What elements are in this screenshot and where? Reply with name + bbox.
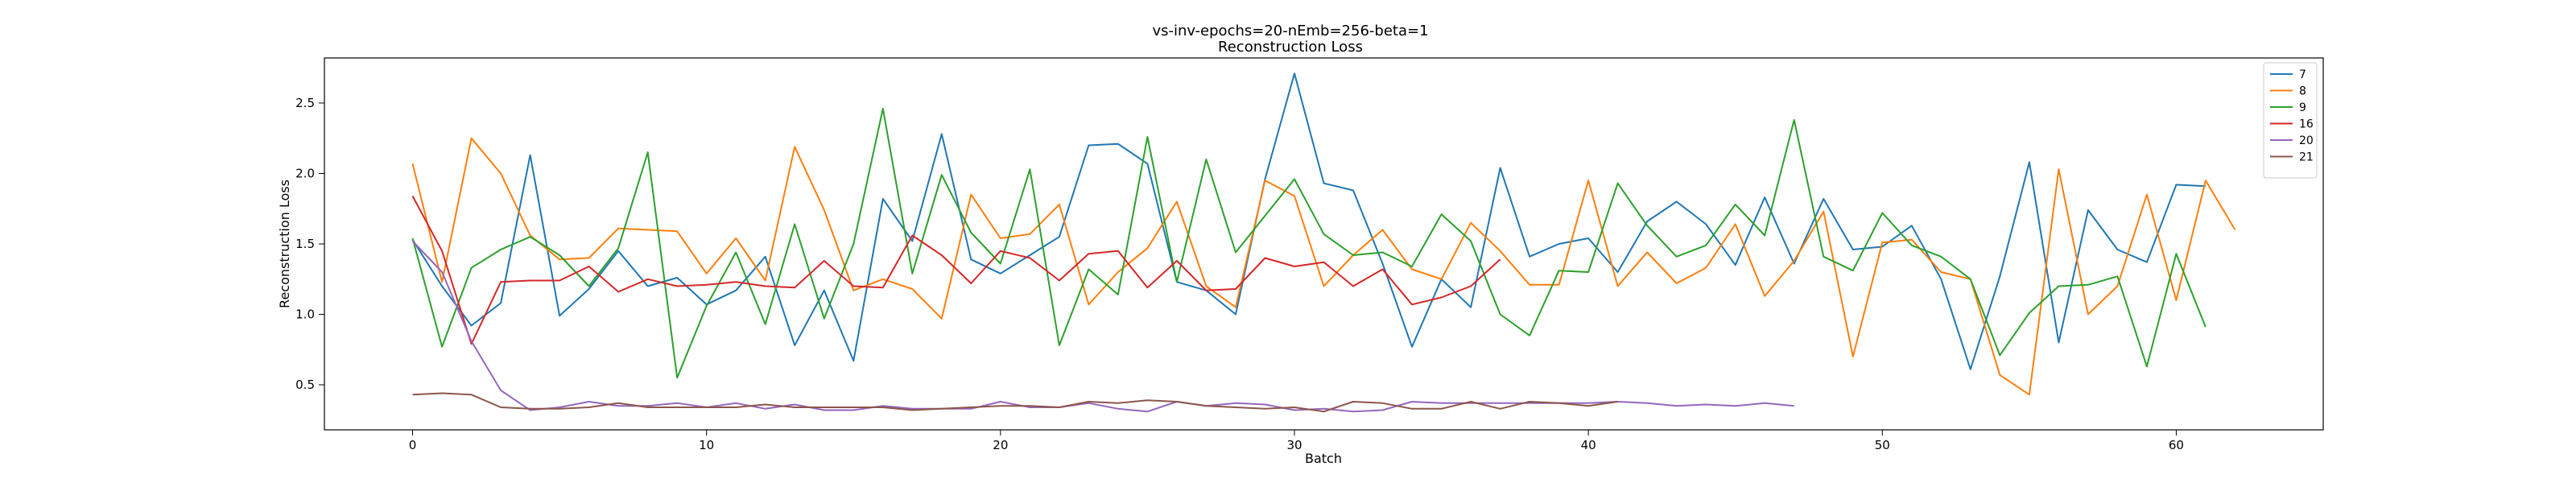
x-tick-label: 10 bbox=[699, 438, 714, 452]
series-line-8 bbox=[411, 137, 2236, 396]
series-line-21 bbox=[412, 392, 1618, 413]
y-tick-label: 2.0 bbox=[295, 167, 315, 181]
legend-label-7: 7 bbox=[2299, 68, 2306, 81]
legend-box bbox=[2263, 62, 2318, 179]
x-tick-label: 60 bbox=[2169, 438, 2184, 452]
y-axis: 0.5 1.0 1.5 2.0 2.5 bbox=[295, 96, 324, 392]
y-tick-label: 1.0 bbox=[295, 307, 315, 322]
series-line-16 bbox=[411, 196, 1501, 345]
series-line-20 bbox=[411, 240, 1794, 413]
series-line-7 bbox=[411, 72, 2206, 370]
x-axis-label: Batch bbox=[1305, 451, 1342, 466]
x-tick-label: 40 bbox=[1581, 438, 1596, 452]
chart-subtitle: Reconstruction Loss bbox=[1218, 39, 1363, 56]
chart-title: vs-inv-epochs=20-nEmb=256-beta=1 bbox=[1152, 23, 1428, 39]
x-tick-label: 30 bbox=[1286, 438, 1302, 452]
y-tick-label: 2.5 bbox=[295, 96, 315, 110]
x-tick-label: 50 bbox=[1875, 438, 1890, 452]
y-tick-label: 0.5 bbox=[295, 378, 315, 392]
y-tick-label: 1.5 bbox=[295, 237, 315, 251]
plot-area bbox=[411, 72, 2236, 413]
legend-label-20: 20 bbox=[2299, 134, 2314, 147]
legend-label-21: 21 bbox=[2299, 151, 2314, 164]
x-axis: 0 10 20 30 40 50 60 bbox=[409, 430, 2184, 452]
legend-label-9: 9 bbox=[2299, 101, 2306, 114]
x-tick-label: 20 bbox=[993, 438, 1008, 452]
series-line-9 bbox=[411, 108, 2207, 379]
legend-label-8: 8 bbox=[2299, 85, 2306, 98]
legend-label-16: 16 bbox=[2299, 118, 2314, 131]
legend: 7 8 9 16 20 21 bbox=[2263, 62, 2318, 179]
plot-frame bbox=[324, 57, 2324, 431]
x-tick-label: 0 bbox=[409, 438, 417, 452]
y-axis-label: Reconstruction Loss bbox=[277, 180, 292, 308]
